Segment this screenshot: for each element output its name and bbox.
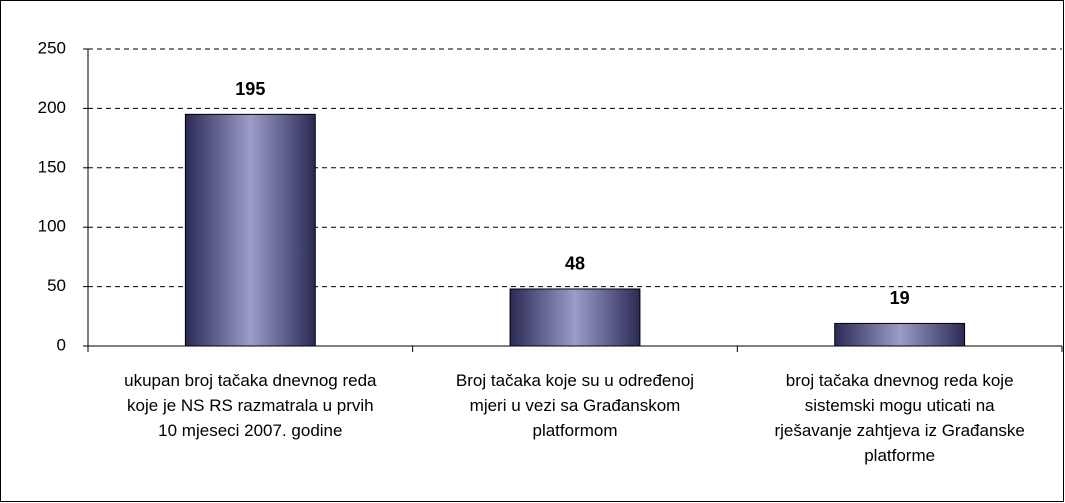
y-tick-label: 250	[38, 38, 66, 57]
x-tick-label: broj tačaka dnevnog reda koje sistemski …	[774, 371, 1025, 465]
y-tick-label: 100	[38, 217, 66, 236]
x-tick-label: Broj tačaka koje su u određenoj mjeri u …	[455, 371, 695, 440]
data-label: 195	[235, 79, 265, 99]
y-tick-label: 200	[38, 98, 66, 117]
data-label: 48	[565, 254, 585, 274]
bar	[834, 322, 966, 347]
y-tick-label: 50	[47, 276, 66, 295]
y-tick-label: 150	[38, 157, 66, 176]
data-label: 19	[890, 288, 910, 308]
x-tick-label: ukupan broj tačaka dnevnog reda koje je …	[124, 371, 377, 440]
y-tick-label: 0	[57, 335, 66, 354]
bar	[509, 288, 641, 347]
bar	[184, 113, 316, 347]
